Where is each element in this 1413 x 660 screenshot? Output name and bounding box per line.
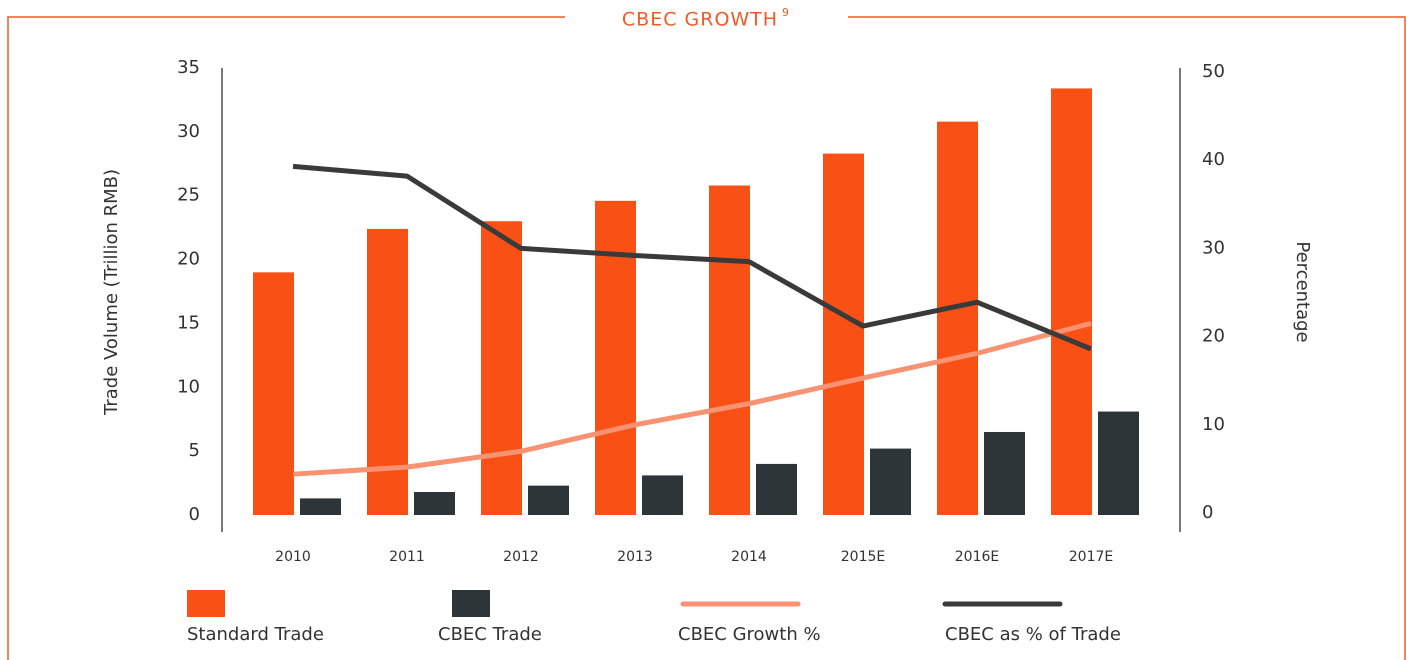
- y2-tick-label: 50: [1202, 61, 1225, 82]
- bar: [984, 431, 1025, 515]
- y2-tick-label: 20: [1202, 326, 1225, 347]
- x-tick-label: 2017E: [1069, 549, 1113, 565]
- x-tick-label: 2012: [503, 549, 539, 565]
- x-tick-label: 2014: [731, 549, 767, 565]
- frame: [7, 16, 1406, 660]
- x-tick-label: 2013: [617, 549, 653, 565]
- bar: [253, 272, 294, 515]
- line: [292, 163, 1092, 352]
- bar: [937, 121, 978, 515]
- y2-tick-label: 10: [1202, 414, 1225, 435]
- x-tick-label: 2016E: [955, 549, 999, 565]
- legend-label: CBEC as % of Trade: [945, 624, 1121, 645]
- legend-swatch: [187, 590, 225, 617]
- bar: [823, 153, 864, 515]
- bar: [595, 200, 636, 515]
- line: [292, 320, 1092, 477]
- bar: [1051, 88, 1092, 515]
- x-tick-label: 2010: [275, 549, 311, 565]
- y-tick-label: 5: [189, 440, 200, 461]
- bar: [1098, 411, 1139, 515]
- bar: [756, 463, 797, 515]
- y-tick-label: 10: [177, 376, 200, 397]
- y2-axis-title: Percentage: [1292, 241, 1313, 342]
- bar: [709, 185, 750, 516]
- legend-swatch: [452, 590, 490, 617]
- bar: [367, 228, 408, 516]
- y2-tick-label: 0: [1202, 502, 1213, 523]
- chart-title: CBEC GROWTH: [622, 9, 778, 31]
- y2-tick-label: 40: [1202, 149, 1225, 170]
- y-tick-label: 30: [177, 121, 200, 142]
- bar: [300, 498, 341, 515]
- y-axis-title: Trade Volume (Trillion RMB): [101, 169, 122, 416]
- y-tick-label: 25: [177, 185, 200, 206]
- bar: [870, 448, 911, 515]
- y-tick-label: 0: [189, 504, 200, 525]
- y2-tick-label: 30: [1202, 237, 1225, 258]
- legend-label: CBEC Trade: [438, 624, 542, 645]
- y-tick-label: 20: [177, 249, 200, 270]
- bar: [642, 475, 683, 515]
- title-footnote: 9: [782, 6, 789, 19]
- bar: [528, 485, 569, 515]
- legend-label: CBEC Growth %: [678, 624, 821, 645]
- y-tick-label: 35: [177, 57, 200, 78]
- bar: [414, 492, 455, 515]
- x-tick-label: 2015E: [841, 549, 885, 565]
- legend-label: Standard Trade: [187, 624, 324, 645]
- y-tick-label: 15: [177, 312, 200, 333]
- x-tick-label: 2011: [389, 549, 425, 565]
- bar: [481, 221, 522, 515]
